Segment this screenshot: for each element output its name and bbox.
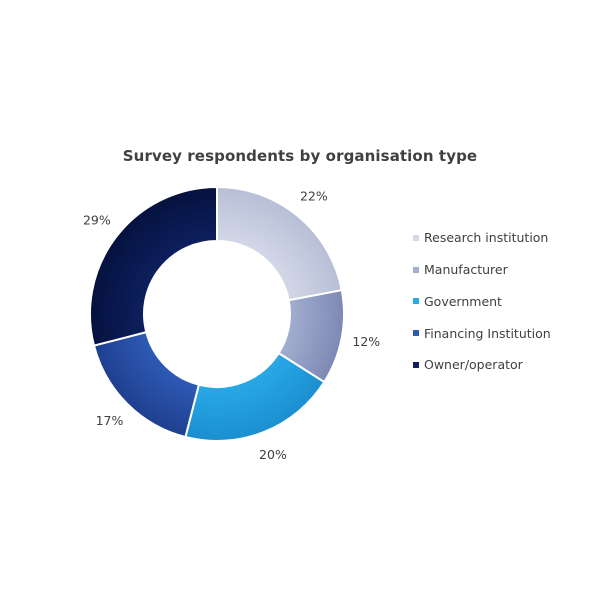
legend-label: Financing Institution (424, 325, 551, 341)
legend-swatch (413, 361, 419, 368)
data-label: 17% (96, 413, 124, 428)
legend-label: Research institution (424, 230, 549, 246)
donut-slice-owner-operator (89, 185, 218, 347)
donut-slice-research-institution (216, 185, 343, 302)
legend-label: Owner/operator (424, 357, 523, 373)
legend-swatch (413, 298, 419, 305)
legend-item: Government (413, 286, 551, 318)
legend-label: Government (424, 293, 502, 309)
legend-swatch (413, 330, 419, 337)
legend-swatch (413, 266, 419, 273)
data-label: 12% (352, 334, 380, 349)
data-label: 29% (83, 212, 111, 227)
legend-item: Manufacturer (413, 254, 551, 286)
legend-item: Financing Institution (413, 317, 551, 349)
legend-label: Manufacturer (424, 262, 508, 278)
legend-item: Research institution (413, 222, 551, 254)
legend-item: Owner/operator (413, 349, 551, 381)
chart-title: Survey respondents by organisation type (122, 147, 478, 165)
chart-legend: Research institution Manufacturer Governme… (413, 222, 551, 381)
data-label: 20% (259, 447, 287, 462)
data-label: 22% (300, 188, 328, 203)
legend-swatch (413, 234, 419, 241)
